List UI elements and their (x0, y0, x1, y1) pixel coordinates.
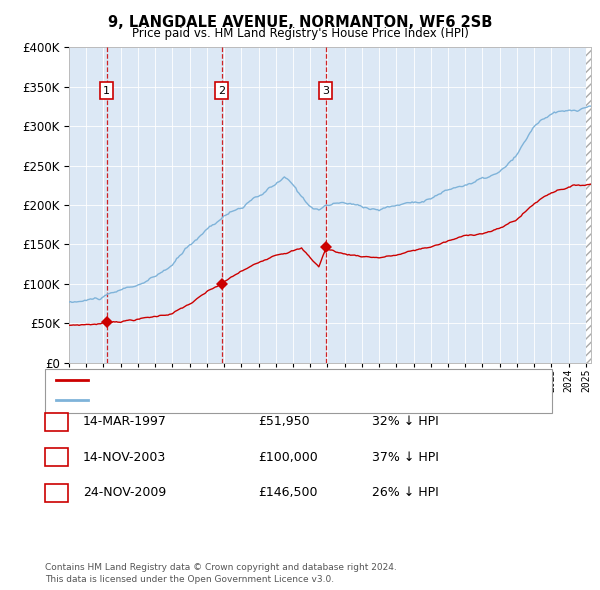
Text: 37% ↓ HPI: 37% ↓ HPI (372, 451, 439, 464)
Text: 2: 2 (52, 451, 61, 464)
Text: 32% ↓ HPI: 32% ↓ HPI (372, 415, 439, 428)
Text: £146,500: £146,500 (258, 486, 317, 499)
Text: 14-NOV-2003: 14-NOV-2003 (83, 451, 166, 464)
Text: Contains HM Land Registry data © Crown copyright and database right 2024.: Contains HM Land Registry data © Crown c… (45, 563, 397, 572)
Text: 1: 1 (103, 86, 110, 96)
Text: 24-NOV-2009: 24-NOV-2009 (83, 486, 166, 499)
Text: HPI: Average price, detached house, Wakefield: HPI: Average price, detached house, Wake… (94, 395, 350, 405)
Text: 1: 1 (52, 415, 61, 428)
Text: 3: 3 (52, 486, 61, 499)
Text: £100,000: £100,000 (258, 451, 318, 464)
Text: 3: 3 (322, 86, 329, 96)
Text: This data is licensed under the Open Government Licence v3.0.: This data is licensed under the Open Gov… (45, 575, 334, 584)
Text: £51,950: £51,950 (258, 415, 310, 428)
Text: 14-MAR-1997: 14-MAR-1997 (83, 415, 167, 428)
Text: Price paid vs. HM Land Registry's House Price Index (HPI): Price paid vs. HM Land Registry's House … (131, 27, 469, 40)
Text: 2: 2 (218, 86, 226, 96)
Text: 9, LANGDALE AVENUE, NORMANTON, WF6 2SB: 9, LANGDALE AVENUE, NORMANTON, WF6 2SB (108, 15, 492, 30)
Text: 26% ↓ HPI: 26% ↓ HPI (372, 486, 439, 499)
Bar (586, 47, 591, 363)
Text: 9, LANGDALE AVENUE, NORMANTON, WF6 2SB (detached house): 9, LANGDALE AVENUE, NORMANTON, WF6 2SB (… (94, 375, 451, 385)
